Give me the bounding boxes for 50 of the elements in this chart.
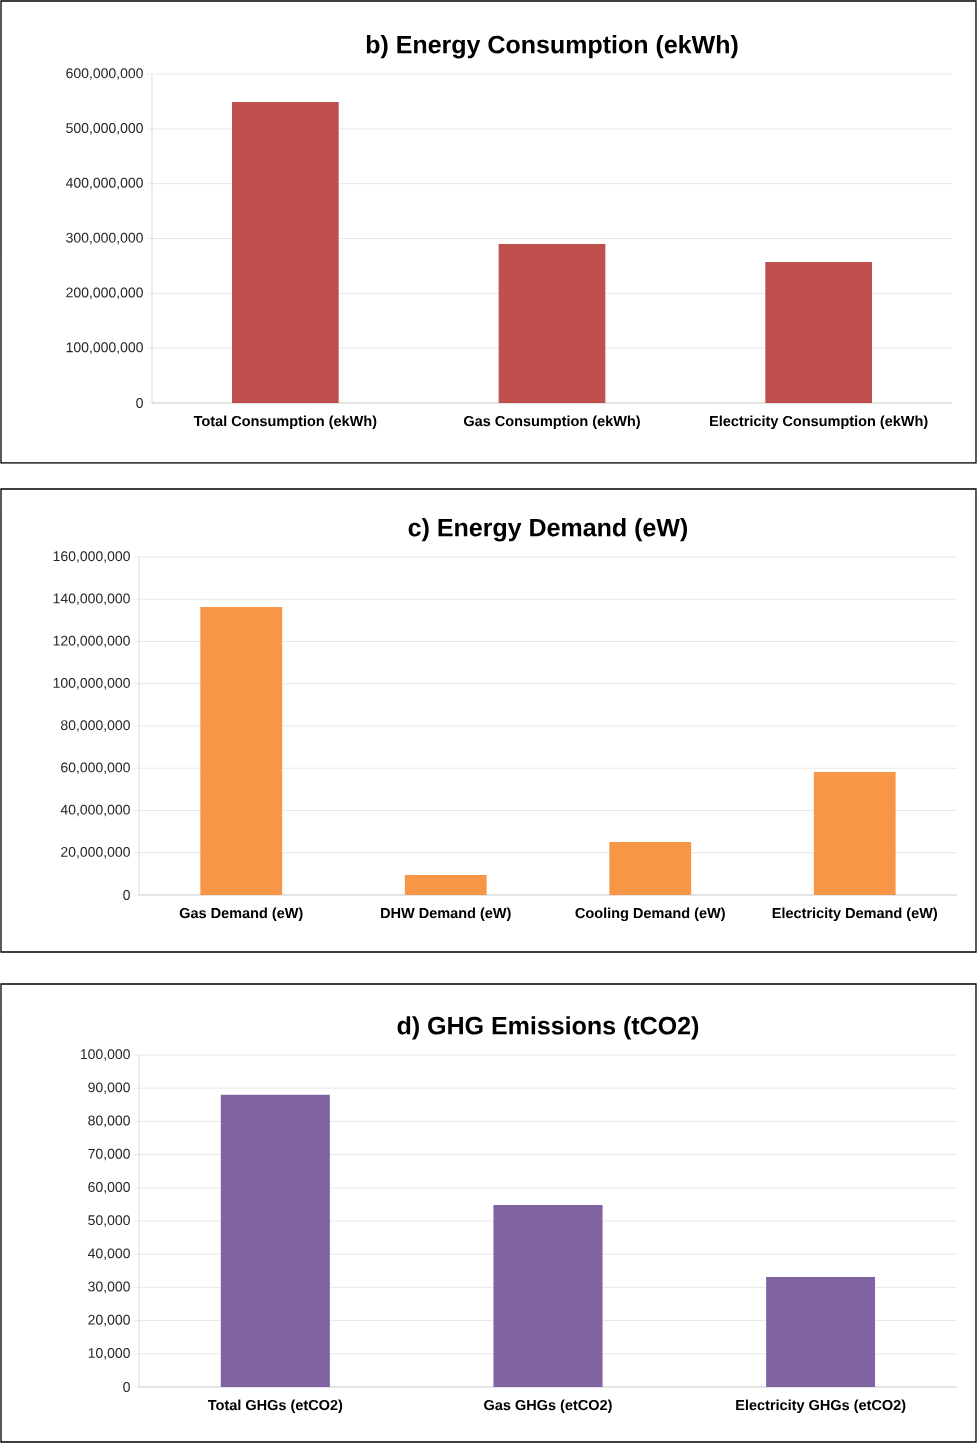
y-tick-label: 40,000	[87, 1248, 130, 1260]
x-tick-label: DHW Demand (eW)	[381, 907, 511, 922]
x-tick-label: Total Consumption (ekWh)	[193, 415, 377, 430]
y-tick-label: 0	[136, 398, 143, 408]
bar	[498, 243, 606, 403]
y-tick-label: 300,000,000	[66, 232, 143, 245]
x-tick-label: Gas Consumption (ekWh)	[463, 415, 640, 430]
y-tick-label: 60,000,000	[61, 762, 130, 775]
y-tick-label: 60,000	[88, 1182, 130, 1194]
y-tick-label: 10,000	[88, 1348, 130, 1360]
y-tick-label: 40,000,000	[60, 804, 130, 817]
y-tick-label: 140,000,000	[53, 593, 130, 606]
bar	[765, 262, 873, 403]
bar	[813, 772, 896, 895]
bar	[200, 607, 283, 895]
y-tick-label: 30,000	[88, 1281, 130, 1294]
y-tick-label: 0	[123, 890, 130, 900]
y-tick-label: 100,000	[80, 1049, 130, 1061]
bar	[220, 1094, 330, 1387]
y-tick-label: 100,000,000	[53, 677, 130, 690]
chart-title: c) Energy Demand (eW)	[408, 518, 688, 542]
x-tick-label: Electricity GHGs (etCO2)	[736, 1399, 906, 1414]
y-tick-label: 20,000	[88, 1314, 130, 1327]
y-tick-label: 100,000,000	[66, 342, 143, 354]
y-tick-label: 0	[123, 1382, 130, 1392]
y-tick-label: 80,000	[88, 1115, 130, 1128]
chart-title: b) Energy Consumption (ekWh)	[366, 35, 738, 59]
x-tick-label: Electricity Demand (eW)	[772, 907, 937, 922]
y-tick-label: 600,000,000	[66, 68, 143, 80]
y-tick-label: 200,000,000	[66, 287, 143, 300]
y-tick-label: 500,000,000	[66, 123, 143, 135]
bar	[231, 101, 339, 403]
y-tick-label: 120,000,000	[53, 635, 130, 648]
bar	[493, 1205, 603, 1387]
bar	[766, 1277, 876, 1387]
bar	[404, 874, 487, 895]
chart-title: d) GHG Emissions (tCO2)	[397, 1016, 699, 1040]
y-tick-label: 160,000,000	[53, 551, 130, 563]
y-tick-label: 20,000,000	[61, 846, 130, 859]
y-tick-label: 70,000	[88, 1148, 130, 1161]
x-tick-label: Electricity Consumption (ekWh)	[710, 415, 928, 430]
y-tick-label: 80,000,000	[61, 720, 130, 732]
y-tick-label: 90,000	[88, 1082, 130, 1094]
x-tick-label: Cooling Demand (eW)	[575, 907, 725, 922]
y-tick-label: 50,000	[88, 1215, 130, 1227]
y-tick-label: 400,000,000	[65, 177, 143, 190]
x-tick-label: Gas GHGs (etCO2)	[484, 1399, 612, 1414]
bar	[609, 841, 692, 895]
x-tick-label: Total GHGs (etCO2)	[207, 1399, 343, 1414]
x-tick-label: Gas Demand (eW)	[179, 907, 303, 922]
